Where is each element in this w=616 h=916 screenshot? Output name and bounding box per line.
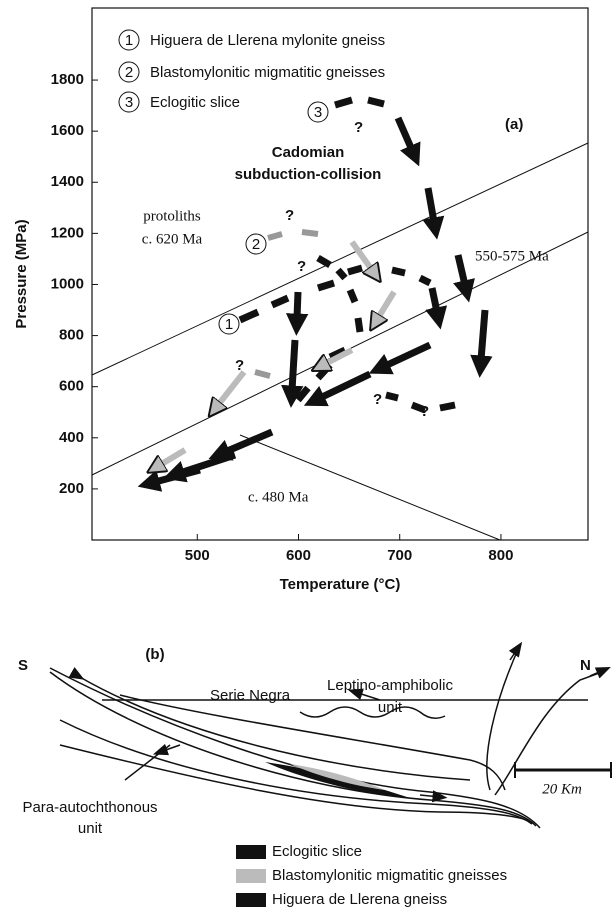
- annotation: c. 620 Ma: [142, 231, 203, 247]
- x-axis-label: Temperature (°C): [280, 576, 401, 593]
- boundary-line: [239, 434, 501, 541]
- path-marker: [245, 233, 267, 255]
- panel-label: (a): [505, 116, 523, 133]
- path-3: [303, 96, 493, 414]
- unit-label: unit: [378, 699, 403, 716]
- y-tick-label: 400: [59, 429, 84, 446]
- legend-swatch: [236, 869, 266, 883]
- y-tick-label: 1200: [51, 224, 84, 241]
- legend-marker: [118, 61, 140, 83]
- frame: [91, 7, 589, 541]
- legend-label: Blastomylonitic migmatitic gneisses: [150, 64, 385, 81]
- legend-number: 3: [125, 94, 133, 111]
- direction-label: S: [18, 657, 28, 674]
- question-mark: ?: [354, 119, 363, 136]
- unit-label: unit: [78, 820, 103, 837]
- legend-swatch: [236, 845, 266, 859]
- question-mark: ?: [420, 403, 429, 420]
- boundary-line: [91, 142, 589, 376]
- panel-label: (b): [145, 646, 164, 663]
- legend-label: Higuera de Llerena mylonite gneiss: [150, 32, 385, 49]
- legend: 1 Higuera de Llerena mylonite gneiss 2 B…: [118, 29, 385, 113]
- legend-marker: [118, 91, 140, 113]
- y-tick-label: 1000: [51, 275, 84, 292]
- x-tick-label: 700: [387, 547, 412, 564]
- y-tick-label: 200: [59, 480, 84, 497]
- question-mark: ?: [235, 357, 244, 374]
- path-marker: [307, 101, 329, 123]
- legend-number: 1: [125, 32, 133, 49]
- path-number: 1: [225, 316, 233, 333]
- legend: Eclogitic slice Blastomylonitic migmatiti…: [236, 843, 507, 908]
- scale-label: 20 Km: [542, 781, 582, 797]
- unit-label: Para-autochthonous: [22, 799, 157, 816]
- question-mark: ?: [297, 258, 306, 275]
- annotation: Cadomian: [272, 144, 345, 161]
- gneiss-body: [290, 764, 385, 790]
- legend-swatch: [236, 893, 266, 907]
- y-tick-label: 1600: [51, 122, 84, 139]
- legend-number: 2: [125, 64, 133, 81]
- question-marks: ? ? ? ? ? ?: [235, 119, 429, 420]
- direction-label: N: [580, 657, 591, 674]
- annotation: c. 480 Ma: [248, 489, 309, 505]
- x-tick-label: 500: [185, 547, 210, 564]
- path-2: [160, 229, 397, 465]
- path-number: 2: [252, 236, 260, 253]
- panel-a: 1 Higuera de Llerena mylonite gneiss 2 B…: [13, 7, 589, 593]
- y-tick-label: 600: [59, 378, 84, 395]
- x-tick-label: 600: [286, 547, 311, 564]
- y-tick-label: 800: [59, 327, 84, 344]
- unit-label: Leptino-amphibolic: [327, 677, 453, 694]
- legend-label: Eclogitic slice: [150, 94, 240, 111]
- y-tick-label: 1800: [51, 71, 84, 88]
- legend-label: Higuera de Llerena gneiss: [272, 891, 447, 908]
- y-tick-label: 1400: [51, 173, 84, 190]
- annotation: subduction-collision: [235, 166, 382, 183]
- path-number: 3: [314, 104, 322, 121]
- path-1: [137, 254, 448, 492]
- legend-label: Eclogitic slice: [272, 843, 362, 860]
- y-axis-label: Pressure (MPa): [13, 219, 30, 328]
- unit-label: Serie Negra: [210, 687, 291, 704]
- path-marker: [218, 313, 240, 335]
- question-mark: ?: [373, 391, 382, 408]
- annotation: 550-575 Ma: [475, 248, 549, 264]
- x-tick-label: 800: [488, 547, 513, 564]
- annotation: protoliths: [143, 208, 201, 224]
- panel-b: (b) S N Serie Negra Leptino-amphibolic u…: [18, 641, 612, 908]
- question-mark: ?: [285, 207, 294, 224]
- legend-label: Blastomylonitic migmatitic gneisses: [272, 867, 507, 884]
- legend-marker: [118, 29, 140, 51]
